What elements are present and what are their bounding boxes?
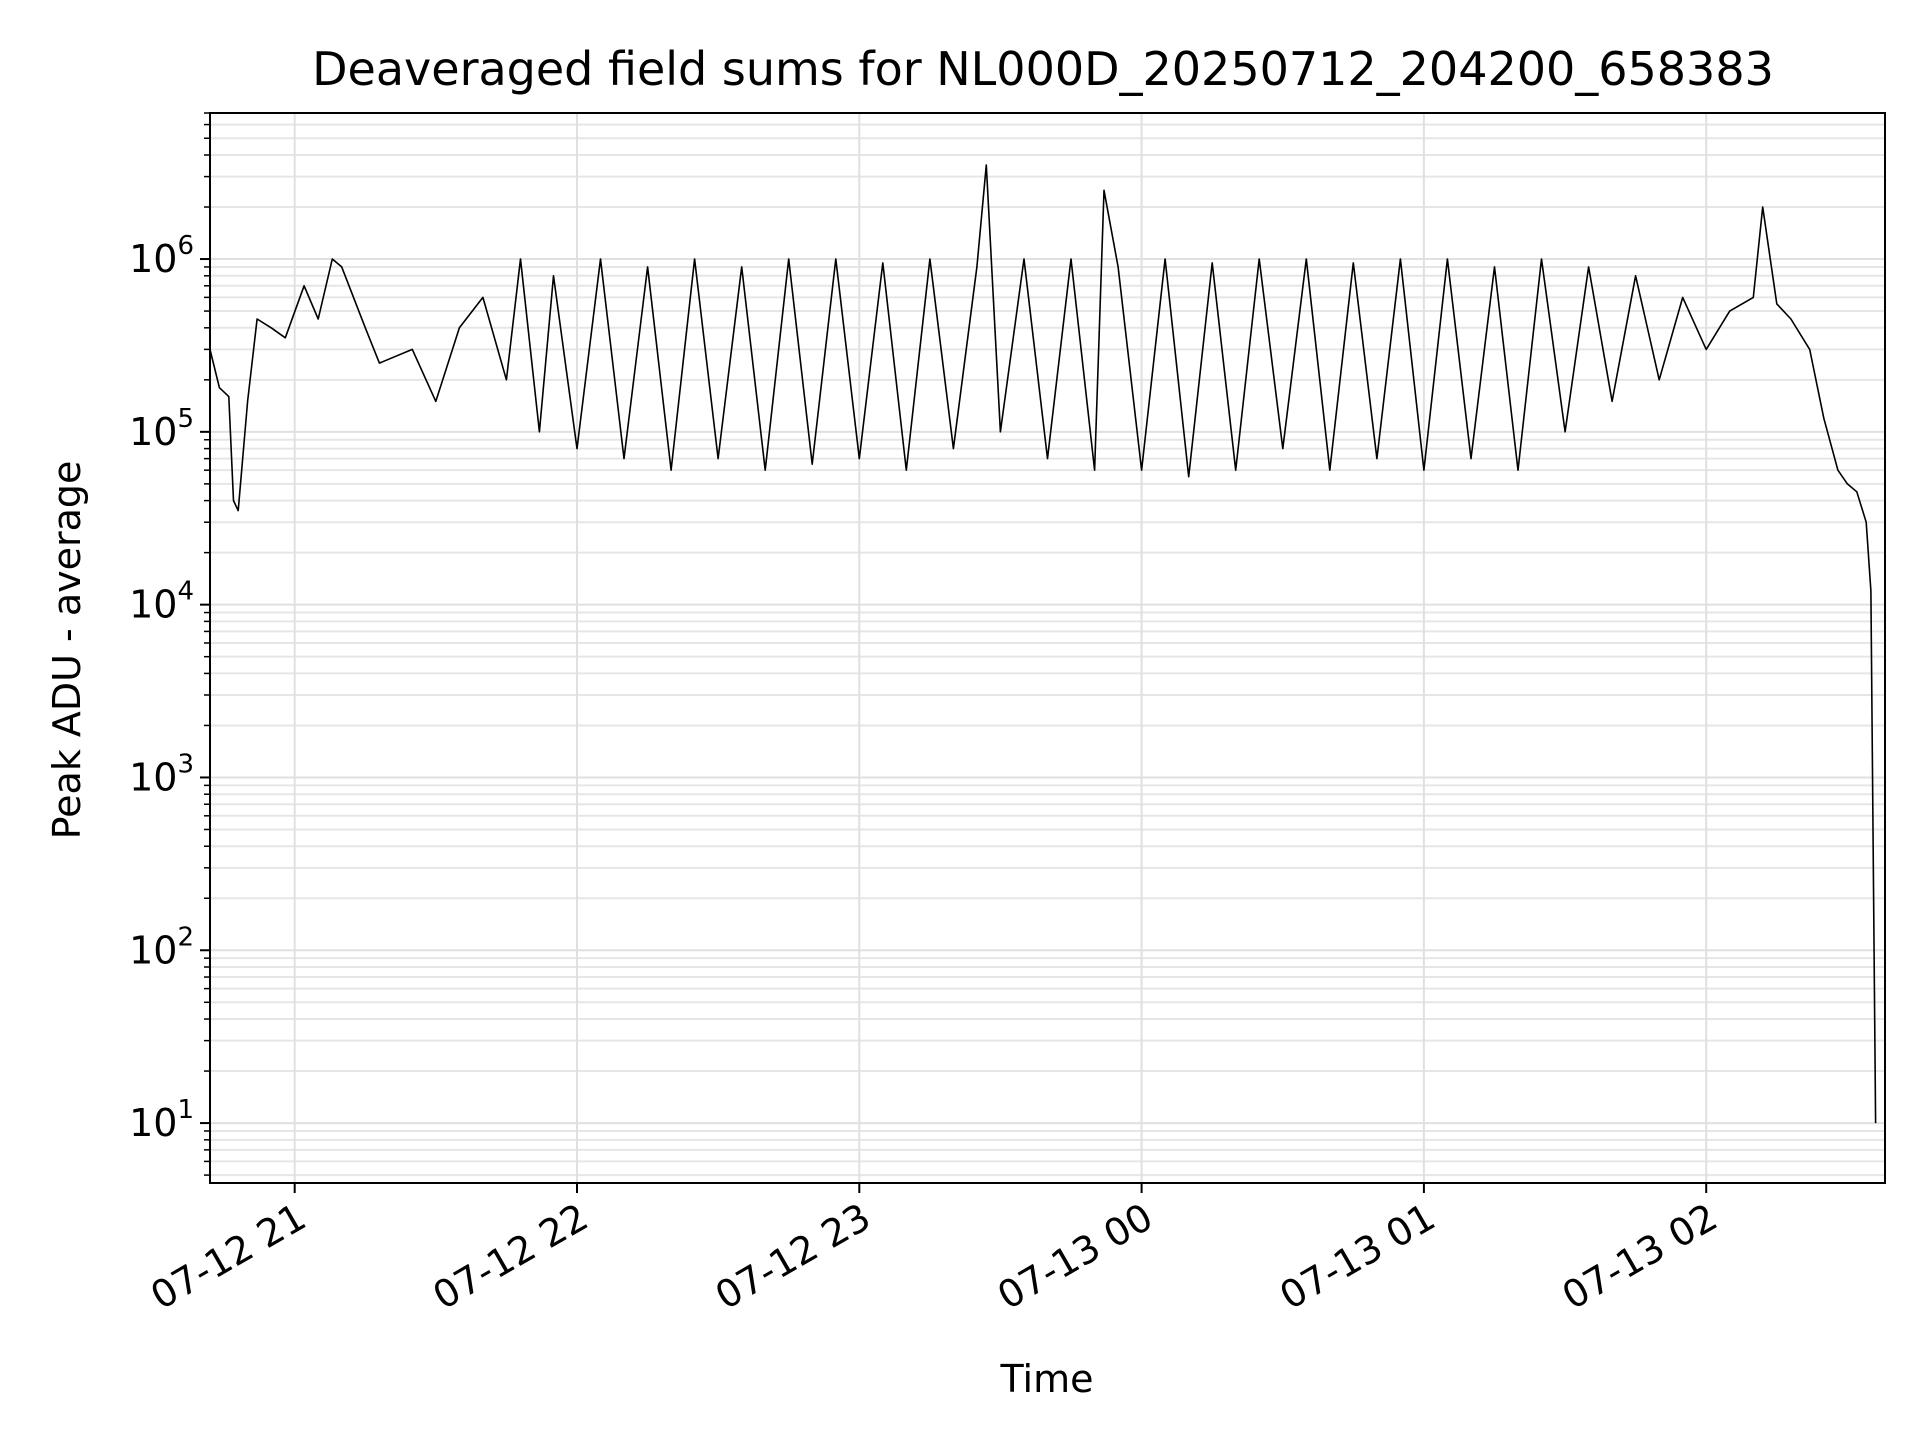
x-axis-label: Time — [1000, 1357, 1094, 1401]
y-tick-label: 105 — [129, 404, 194, 454]
y-tick-label: 104 — [129, 577, 194, 627]
y-tick-label: 106 — [129, 231, 194, 281]
data-layer — [209, 164, 1877, 1124]
grid-layer — [210, 112, 1885, 1183]
plot-frame — [209, 112, 1886, 1184]
y-axis-label: Peak ADU - average — [45, 461, 89, 840]
y-axis-ticks: 101 102 103 104 105 106 — [129, 231, 210, 1145]
y-tick-label: 102 — [129, 922, 194, 972]
y-tick-label: 101 — [129, 1095, 194, 1145]
y-tick-label: 103 — [129, 749, 194, 799]
chart-title: Deaveraged field sums for NL000D_2025071… — [312, 42, 1774, 96]
series-line — [209, 164, 1877, 1124]
